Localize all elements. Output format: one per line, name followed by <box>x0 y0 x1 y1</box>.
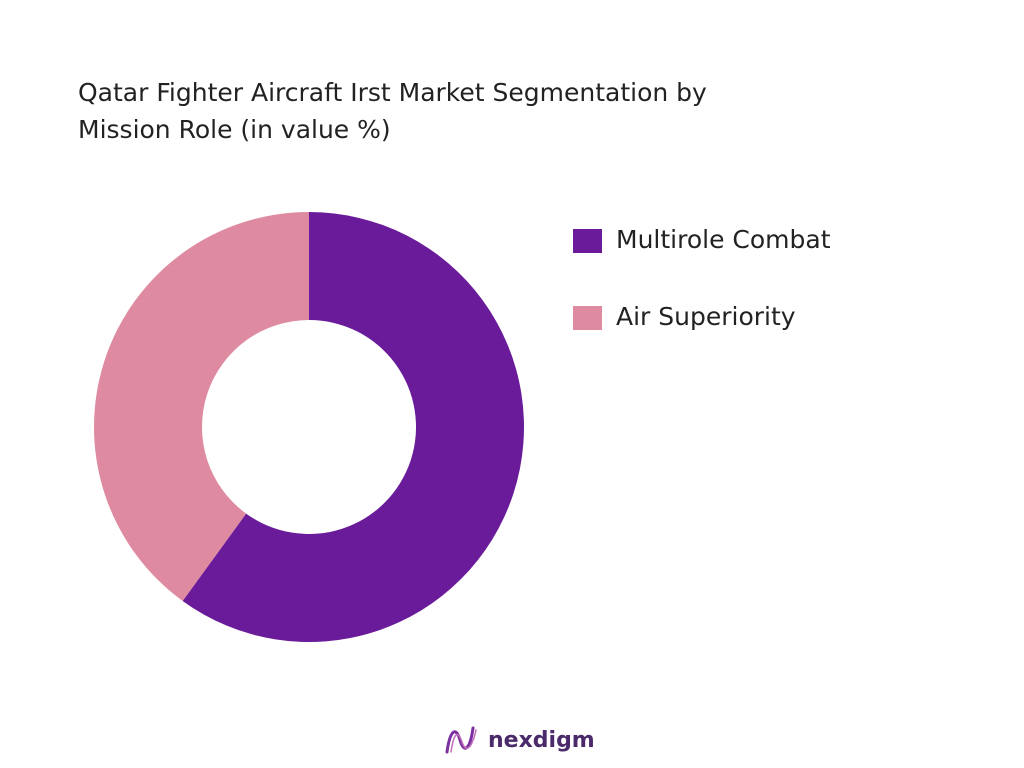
donut-slice <box>182 212 525 642</box>
legend-swatch <box>573 306 602 330</box>
legend-swatch <box>573 229 602 253</box>
legend-label: Air Superiority <box>616 302 796 331</box>
brand-logo <box>445 726 477 754</box>
legend-label: Multirole Combat <box>616 225 831 254</box>
chart-title: Qatar Fighter Aircraft Irst Market Segme… <box>78 78 707 144</box>
donut-slice <box>94 212 309 601</box>
brand-name: nexdigm <box>488 728 595 753</box>
